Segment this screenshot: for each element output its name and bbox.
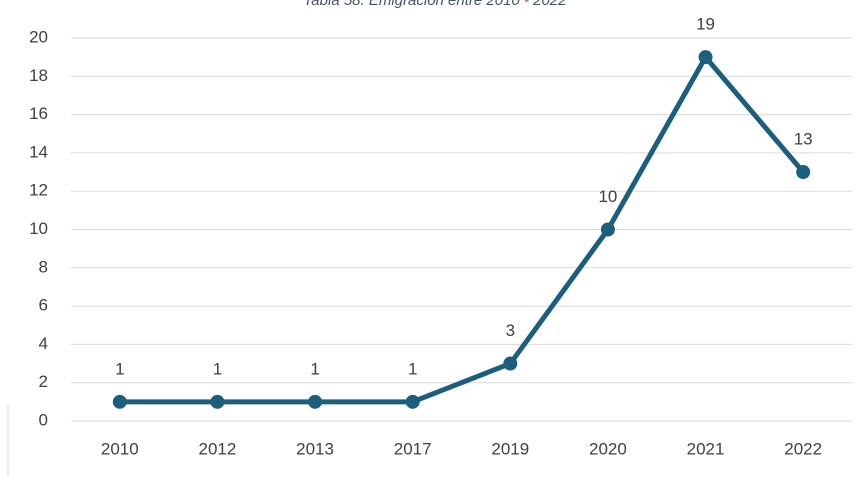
data-label: 10	[598, 187, 617, 206]
y-tick-label: 18	[29, 66, 48, 85]
data-point	[796, 165, 811, 180]
data-line	[119, 54, 806, 405]
data-point	[112, 394, 127, 409]
y-tick-label: 12	[29, 181, 48, 200]
x-tick-label: 2022	[784, 439, 822, 458]
data-label: 1	[213, 359, 222, 378]
y-tick-label: 0	[39, 410, 48, 429]
data-point	[503, 356, 518, 371]
data-point	[210, 394, 225, 409]
data-label: 1	[310, 359, 319, 378]
data-label: 19	[696, 15, 715, 34]
x-tick-label: 2020	[589, 439, 627, 458]
data-point	[405, 394, 420, 409]
x-tick-label: 2019	[491, 439, 529, 458]
y-tick-label: 14	[29, 142, 48, 161]
data-point	[308, 394, 323, 409]
data-label: 1	[408, 359, 417, 378]
y-tick-label: 8	[39, 257, 48, 276]
data-label: 13	[794, 130, 813, 149]
y-tick-label: 10	[29, 219, 48, 238]
x-tick-label: 2017	[394, 439, 432, 458]
y-tick-label: 6	[39, 296, 48, 315]
x-tick-label: 2012	[199, 439, 237, 458]
x-tick-label: 2010	[101, 439, 139, 458]
data-point	[600, 222, 615, 237]
data-label: 1	[115, 359, 124, 378]
x-tick-label: 2013	[296, 439, 334, 458]
chart-title: Tabla 58. Emigración entre 2010 - 2022	[304, 0, 568, 9]
x-tick-label: 2021	[687, 439, 725, 458]
y-tick-label: 20	[29, 27, 48, 46]
data-label: 3	[506, 321, 515, 340]
y-tick-label: 2	[39, 372, 48, 391]
y-tick-label: 16	[29, 104, 48, 123]
data-point	[698, 50, 713, 65]
y-tick-label: 4	[39, 334, 48, 353]
